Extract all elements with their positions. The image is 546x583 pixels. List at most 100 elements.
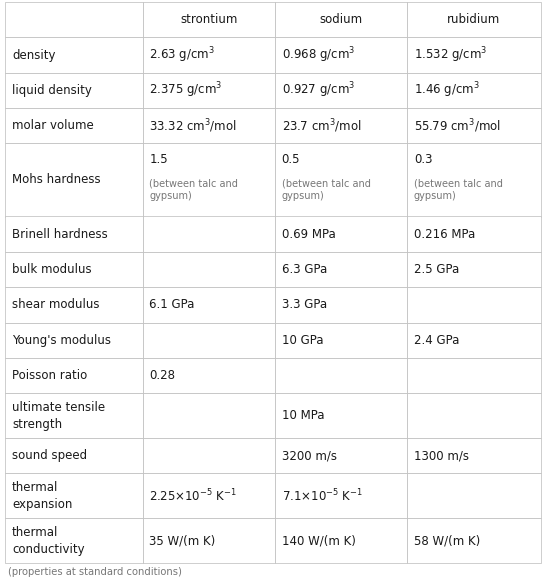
Text: bulk modulus: bulk modulus (12, 263, 92, 276)
Text: 10 GPa: 10 GPa (282, 333, 323, 347)
Text: 33.32 cm$^3$/mol: 33.32 cm$^3$/mol (149, 117, 237, 135)
Bar (143, 473, 275, 518)
Text: 2.25×10$^{-5}$ K$^{-1}$: 2.25×10$^{-5}$ K$^{-1}$ (149, 487, 237, 504)
Bar (143, 108, 275, 143)
Text: sodium: sodium (319, 13, 363, 26)
Bar (143, 252, 275, 287)
Text: 2.5 GPa: 2.5 GPa (414, 263, 459, 276)
Bar (143, 143, 275, 216)
Text: 140 W/(m K): 140 W/(m K) (282, 534, 355, 547)
Bar (407, 473, 541, 518)
Text: 23.7 cm$^3$/mol: 23.7 cm$^3$/mol (282, 117, 361, 135)
Text: liquid density: liquid density (12, 84, 92, 97)
Text: Young's modulus: Young's modulus (12, 333, 111, 347)
Bar (275, 473, 407, 518)
Bar (407, 2, 541, 37)
Bar (5, 358, 143, 394)
Bar (143, 73, 275, 108)
Text: Poisson ratio: Poisson ratio (12, 369, 87, 382)
Bar (275, 287, 407, 322)
Text: 2.4 GPa: 2.4 GPa (414, 333, 459, 347)
Text: 0.28: 0.28 (149, 369, 175, 382)
Bar (275, 252, 407, 287)
Text: 0.5: 0.5 (282, 153, 300, 166)
Bar (407, 518, 541, 563)
Text: Brinell hardness: Brinell hardness (12, 228, 108, 241)
Bar (5, 2, 143, 37)
Text: 55.79 cm$^3$/mol: 55.79 cm$^3$/mol (414, 117, 501, 135)
Bar (407, 438, 541, 473)
Text: 1.46 g/cm$^3$: 1.46 g/cm$^3$ (414, 80, 480, 100)
Bar (5, 216, 143, 252)
Bar (407, 108, 541, 143)
Bar (275, 2, 407, 37)
Text: 1.532 g/cm$^3$: 1.532 g/cm$^3$ (414, 45, 487, 65)
Text: 0.3: 0.3 (414, 153, 432, 166)
Text: (properties at standard conditions): (properties at standard conditions) (8, 567, 182, 577)
Text: 1300 m/s: 1300 m/s (414, 449, 469, 462)
Text: rubidium: rubidium (447, 13, 501, 26)
Bar (275, 322, 407, 358)
Text: density: density (12, 48, 56, 62)
Bar (275, 394, 407, 438)
Bar (5, 37, 143, 73)
Bar (143, 518, 275, 563)
Bar (143, 287, 275, 322)
Bar (275, 216, 407, 252)
Bar (275, 37, 407, 73)
Bar (143, 358, 275, 394)
Bar (5, 394, 143, 438)
Bar (5, 143, 143, 216)
Text: 1.5: 1.5 (149, 153, 168, 166)
Text: strontium: strontium (180, 13, 238, 26)
Text: 0.216 MPa: 0.216 MPa (414, 228, 475, 241)
Bar (143, 438, 275, 473)
Text: 0.69 MPa: 0.69 MPa (282, 228, 335, 241)
Bar (5, 322, 143, 358)
Bar (5, 73, 143, 108)
Bar (143, 322, 275, 358)
Bar (143, 2, 275, 37)
Bar (275, 73, 407, 108)
Text: (between talc and
gypsum): (between talc and gypsum) (414, 178, 503, 201)
Bar (407, 322, 541, 358)
Text: 0.968 g/cm$^3$: 0.968 g/cm$^3$ (282, 45, 355, 65)
Bar (275, 358, 407, 394)
Bar (407, 143, 541, 216)
Bar (5, 252, 143, 287)
Text: 2.63 g/cm$^3$: 2.63 g/cm$^3$ (149, 45, 215, 65)
Text: 10 MPa: 10 MPa (282, 409, 324, 422)
Bar (275, 518, 407, 563)
Bar (5, 518, 143, 563)
Text: ultimate tensile
strength: ultimate tensile strength (12, 401, 105, 431)
Text: shear modulus: shear modulus (12, 298, 99, 311)
Text: molar volume: molar volume (12, 120, 94, 132)
Text: (between talc and
gypsum): (between talc and gypsum) (282, 178, 370, 201)
Bar (143, 394, 275, 438)
Bar (5, 473, 143, 518)
Bar (407, 37, 541, 73)
Text: 35 W/(m K): 35 W/(m K) (149, 534, 216, 547)
Bar (5, 438, 143, 473)
Text: Mohs hardness: Mohs hardness (12, 174, 100, 187)
Bar (407, 73, 541, 108)
Text: 3200 m/s: 3200 m/s (282, 449, 336, 462)
Text: 7.1×10$^{-5}$ K$^{-1}$: 7.1×10$^{-5}$ K$^{-1}$ (282, 487, 363, 504)
Bar (143, 216, 275, 252)
Bar (275, 438, 407, 473)
Bar (407, 252, 541, 287)
Text: (between talc and
gypsum): (between talc and gypsum) (149, 178, 238, 201)
Text: 6.3 GPa: 6.3 GPa (282, 263, 327, 276)
Bar (407, 287, 541, 322)
Text: thermal
conductivity: thermal conductivity (12, 526, 85, 556)
Text: 0.927 g/cm$^3$: 0.927 g/cm$^3$ (282, 80, 354, 100)
Bar (407, 358, 541, 394)
Text: thermal
expansion: thermal expansion (12, 481, 73, 511)
Text: 3.3 GPa: 3.3 GPa (282, 298, 327, 311)
Text: 2.375 g/cm$^3$: 2.375 g/cm$^3$ (149, 80, 223, 100)
Bar (275, 143, 407, 216)
Bar (407, 394, 541, 438)
Bar (407, 216, 541, 252)
Bar (143, 37, 275, 73)
Text: 6.1 GPa: 6.1 GPa (149, 298, 194, 311)
